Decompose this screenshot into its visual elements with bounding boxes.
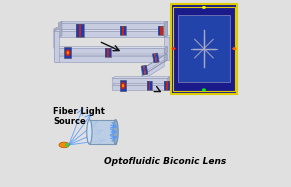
Bar (81, 24, 84, 37)
Text: Optofluidic Biconic Lens: Optofluidic Biconic Lens (104, 157, 227, 166)
Bar (178, 15, 230, 82)
Ellipse shape (122, 84, 124, 87)
Bar (120, 26, 123, 35)
Ellipse shape (87, 120, 92, 144)
Polygon shape (164, 21, 168, 29)
Ellipse shape (171, 47, 175, 50)
Polygon shape (168, 76, 171, 83)
Bar (168, 81, 170, 90)
Polygon shape (112, 78, 168, 83)
Bar (107, 48, 109, 57)
Bar (105, 48, 111, 57)
Polygon shape (142, 60, 167, 76)
Bar (164, 81, 170, 90)
Ellipse shape (65, 143, 69, 147)
Polygon shape (54, 31, 58, 62)
Polygon shape (54, 30, 62, 31)
Bar (89, 120, 116, 144)
Polygon shape (142, 62, 164, 80)
Ellipse shape (113, 120, 118, 144)
Bar (164, 81, 166, 90)
Bar (109, 48, 111, 57)
Ellipse shape (59, 142, 69, 148)
Polygon shape (55, 47, 58, 62)
Bar (158, 26, 160, 35)
Bar (105, 48, 107, 57)
Bar (147, 81, 152, 90)
Polygon shape (112, 76, 171, 78)
Bar (120, 26, 126, 35)
Polygon shape (56, 47, 168, 48)
Bar (76, 24, 79, 37)
Bar (166, 81, 168, 90)
Polygon shape (112, 85, 168, 90)
Bar (150, 81, 152, 90)
Bar (147, 81, 149, 90)
Polygon shape (56, 48, 164, 54)
Polygon shape (164, 54, 168, 62)
Ellipse shape (121, 82, 125, 89)
Bar (160, 26, 163, 35)
Bar (65, 47, 71, 58)
Ellipse shape (232, 47, 236, 50)
Polygon shape (59, 31, 164, 37)
Polygon shape (142, 55, 164, 74)
Bar (158, 26, 163, 35)
Bar (171, 4, 237, 93)
Polygon shape (164, 30, 168, 37)
Polygon shape (59, 30, 168, 31)
Polygon shape (56, 54, 168, 56)
Ellipse shape (202, 88, 206, 91)
Ellipse shape (202, 6, 206, 9)
Bar (152, 53, 159, 63)
Polygon shape (59, 23, 164, 29)
Polygon shape (168, 76, 171, 90)
Polygon shape (142, 54, 167, 69)
Bar (141, 66, 145, 75)
Polygon shape (164, 21, 168, 37)
Bar (123, 26, 124, 35)
Polygon shape (58, 21, 62, 37)
Polygon shape (164, 37, 169, 60)
Bar (120, 80, 126, 91)
Bar (76, 24, 84, 37)
Ellipse shape (67, 51, 69, 54)
Bar (149, 81, 150, 90)
Polygon shape (164, 47, 168, 54)
Polygon shape (112, 83, 171, 85)
Polygon shape (54, 27, 57, 48)
Bar (141, 65, 148, 75)
Bar (144, 65, 148, 74)
Bar (124, 26, 126, 35)
Polygon shape (164, 36, 172, 37)
Polygon shape (59, 21, 168, 23)
Polygon shape (56, 56, 164, 62)
Bar (155, 53, 157, 62)
Bar (156, 53, 159, 62)
Polygon shape (168, 83, 171, 90)
Text: Fiber Light
Source: Fiber Light Source (53, 107, 105, 126)
Bar (79, 24, 81, 37)
Ellipse shape (65, 49, 70, 56)
Bar (173, 7, 235, 91)
Bar (143, 66, 146, 75)
Bar (152, 54, 156, 63)
